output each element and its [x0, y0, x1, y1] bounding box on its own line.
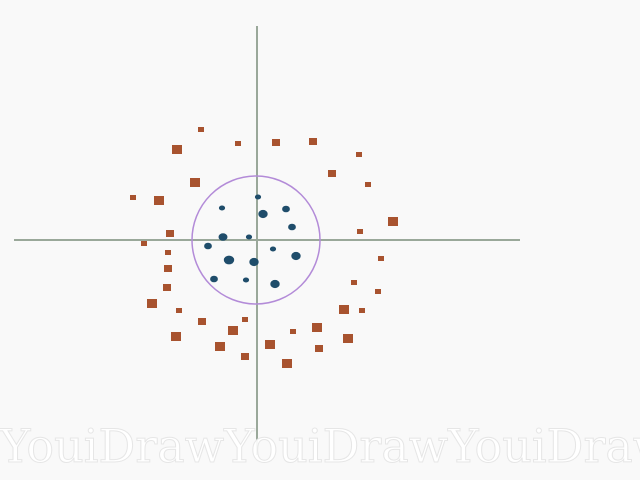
outer-point [309, 138, 317, 145]
outer-point [172, 145, 182, 154]
outer-point [198, 318, 206, 325]
outer-point [166, 230, 174, 237]
inner-point [291, 251, 301, 261]
outer-point [141, 241, 147, 246]
outer-point [312, 323, 322, 332]
outer-point [315, 345, 323, 352]
outer-point [378, 256, 384, 261]
outer-point [339, 305, 349, 314]
outer-point [154, 196, 164, 205]
inner-point [242, 277, 250, 283]
outer-point [365, 182, 371, 187]
outer-point [282, 359, 292, 368]
inner-point [282, 205, 290, 213]
outer-point [351, 280, 357, 285]
decision-boundary-circle [191, 175, 321, 305]
inner-point [245, 234, 253, 240]
inner-point [218, 205, 226, 211]
outer-point [343, 334, 353, 343]
inner-point [223, 255, 235, 265]
outer-point [272, 139, 280, 146]
inner-point [258, 209, 268, 219]
inner-point [210, 275, 218, 283]
inner-point [254, 194, 262, 200]
outer-point [242, 317, 248, 322]
outer-point [388, 217, 398, 226]
inner-point [218, 233, 228, 241]
outer-point [215, 342, 225, 351]
outer-point [357, 229, 363, 234]
outer-point [356, 152, 362, 157]
outer-point [290, 329, 296, 334]
outer-point [375, 289, 381, 294]
outer-point [171, 332, 181, 341]
outer-point [165, 250, 171, 255]
outer-point [198, 127, 204, 132]
outer-point [235, 141, 241, 146]
outer-point [130, 195, 136, 200]
inner-point [270, 280, 280, 288]
outer-point [163, 284, 171, 291]
outer-point [241, 353, 249, 360]
outer-point [265, 340, 275, 349]
outer-point [147, 299, 157, 308]
outer-point [190, 178, 200, 187]
inner-point [288, 223, 296, 231]
inner-class-points [204, 194, 301, 289]
inner-point [204, 242, 212, 250]
outer-point [228, 326, 238, 335]
outer-point [328, 170, 336, 177]
outer-point [164, 265, 172, 272]
inner-point [269, 246, 277, 252]
outer-class-points [130, 127, 398, 368]
outer-point [176, 308, 182, 313]
outer-point [359, 308, 365, 313]
inner-point [249, 257, 259, 267]
